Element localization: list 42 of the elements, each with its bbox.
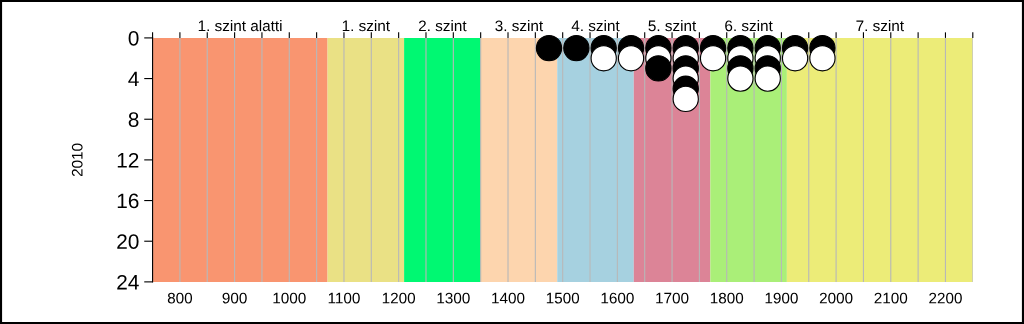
- x-tick-label: 1200: [382, 292, 416, 304]
- x-tick-label: 1500: [546, 292, 580, 304]
- y-axis-title: 2010: [71, 143, 83, 177]
- band-label: 1. szint alatti: [198, 20, 282, 32]
- y-tick-label: 24: [117, 274, 139, 290]
- point: [754, 65, 781, 92]
- point: [781, 45, 809, 72]
- x-tick-label: 1000: [273, 292, 306, 304]
- band-label: 2. szint: [418, 20, 467, 32]
- point: [563, 34, 590, 62]
- point: [727, 65, 754, 92]
- band-label: 7. szint: [856, 20, 904, 32]
- band-label: 1. szint: [342, 20, 390, 32]
- point: [809, 45, 836, 72]
- band-label: 5. szint: [648, 20, 697, 32]
- y-tick-label: 20: [117, 234, 139, 249]
- point: [672, 85, 699, 113]
- x-tick-label: 2200: [929, 292, 962, 304]
- point: [617, 45, 645, 72]
- x-tick-label: 1100: [328, 292, 360, 304]
- x-tick-label: 1400: [492, 292, 525, 304]
- band-label: 4. szint: [571, 20, 620, 32]
- point: [699, 45, 727, 72]
- y-tick-label: 16: [117, 193, 139, 209]
- x-tick-label: 900: [222, 292, 247, 304]
- x-tick-label: 2100: [874, 292, 908, 304]
- x-tick-label: 800: [167, 292, 193, 304]
- x-tick-label: 1800: [710, 292, 744, 304]
- x-tick-label: 1300: [437, 292, 470, 304]
- band-label: 3. szint: [495, 20, 544, 32]
- y-tick-label: 12: [117, 152, 139, 168]
- x-tick-label: 2000: [819, 292, 853, 304]
- point: [535, 34, 563, 62]
- point: [645, 55, 672, 82]
- band-label: 6. szint: [725, 20, 773, 32]
- y-tick-label: 8: [128, 112, 139, 127]
- y-tick-label: 4: [128, 71, 139, 87]
- x-tick-label: 1600: [601, 292, 634, 304]
- x-tick-label: 1700: [656, 292, 689, 304]
- point: [590, 45, 617, 72]
- y-tick-label: 0: [128, 30, 139, 46]
- x-tick-label: 1900: [765, 292, 798, 304]
